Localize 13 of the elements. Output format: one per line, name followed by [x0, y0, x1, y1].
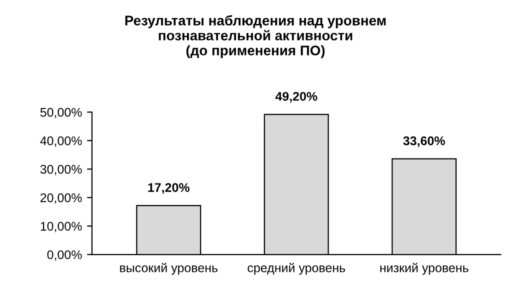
- y-tick-label: 40,00%: [40, 136, 82, 147]
- y-tick-label: 30,00%: [40, 164, 82, 176]
- data-label: 33,60%: [403, 136, 445, 148]
- data-label: 17,20%: [148, 183, 190, 194]
- y-tick-label: 10,00%: [40, 222, 82, 232]
- y-tick-label: 50,00%: [40, 108, 82, 118]
- x-tick-label: высокий уровень: [120, 262, 218, 275]
- y-tick-label: 20,00%: [40, 193, 82, 204]
- x-tick-label: средний уровень: [248, 262, 346, 275]
- chart-title: Результаты наблюдения над уровнем познавательной активности (до применения ПО): [125, 15, 386, 58]
- data-label: 49,20%: [275, 92, 318, 103]
- y-tick-label: 0,00%: [47, 250, 82, 261]
- x-tick-label: низкий уровень: [380, 262, 468, 275]
